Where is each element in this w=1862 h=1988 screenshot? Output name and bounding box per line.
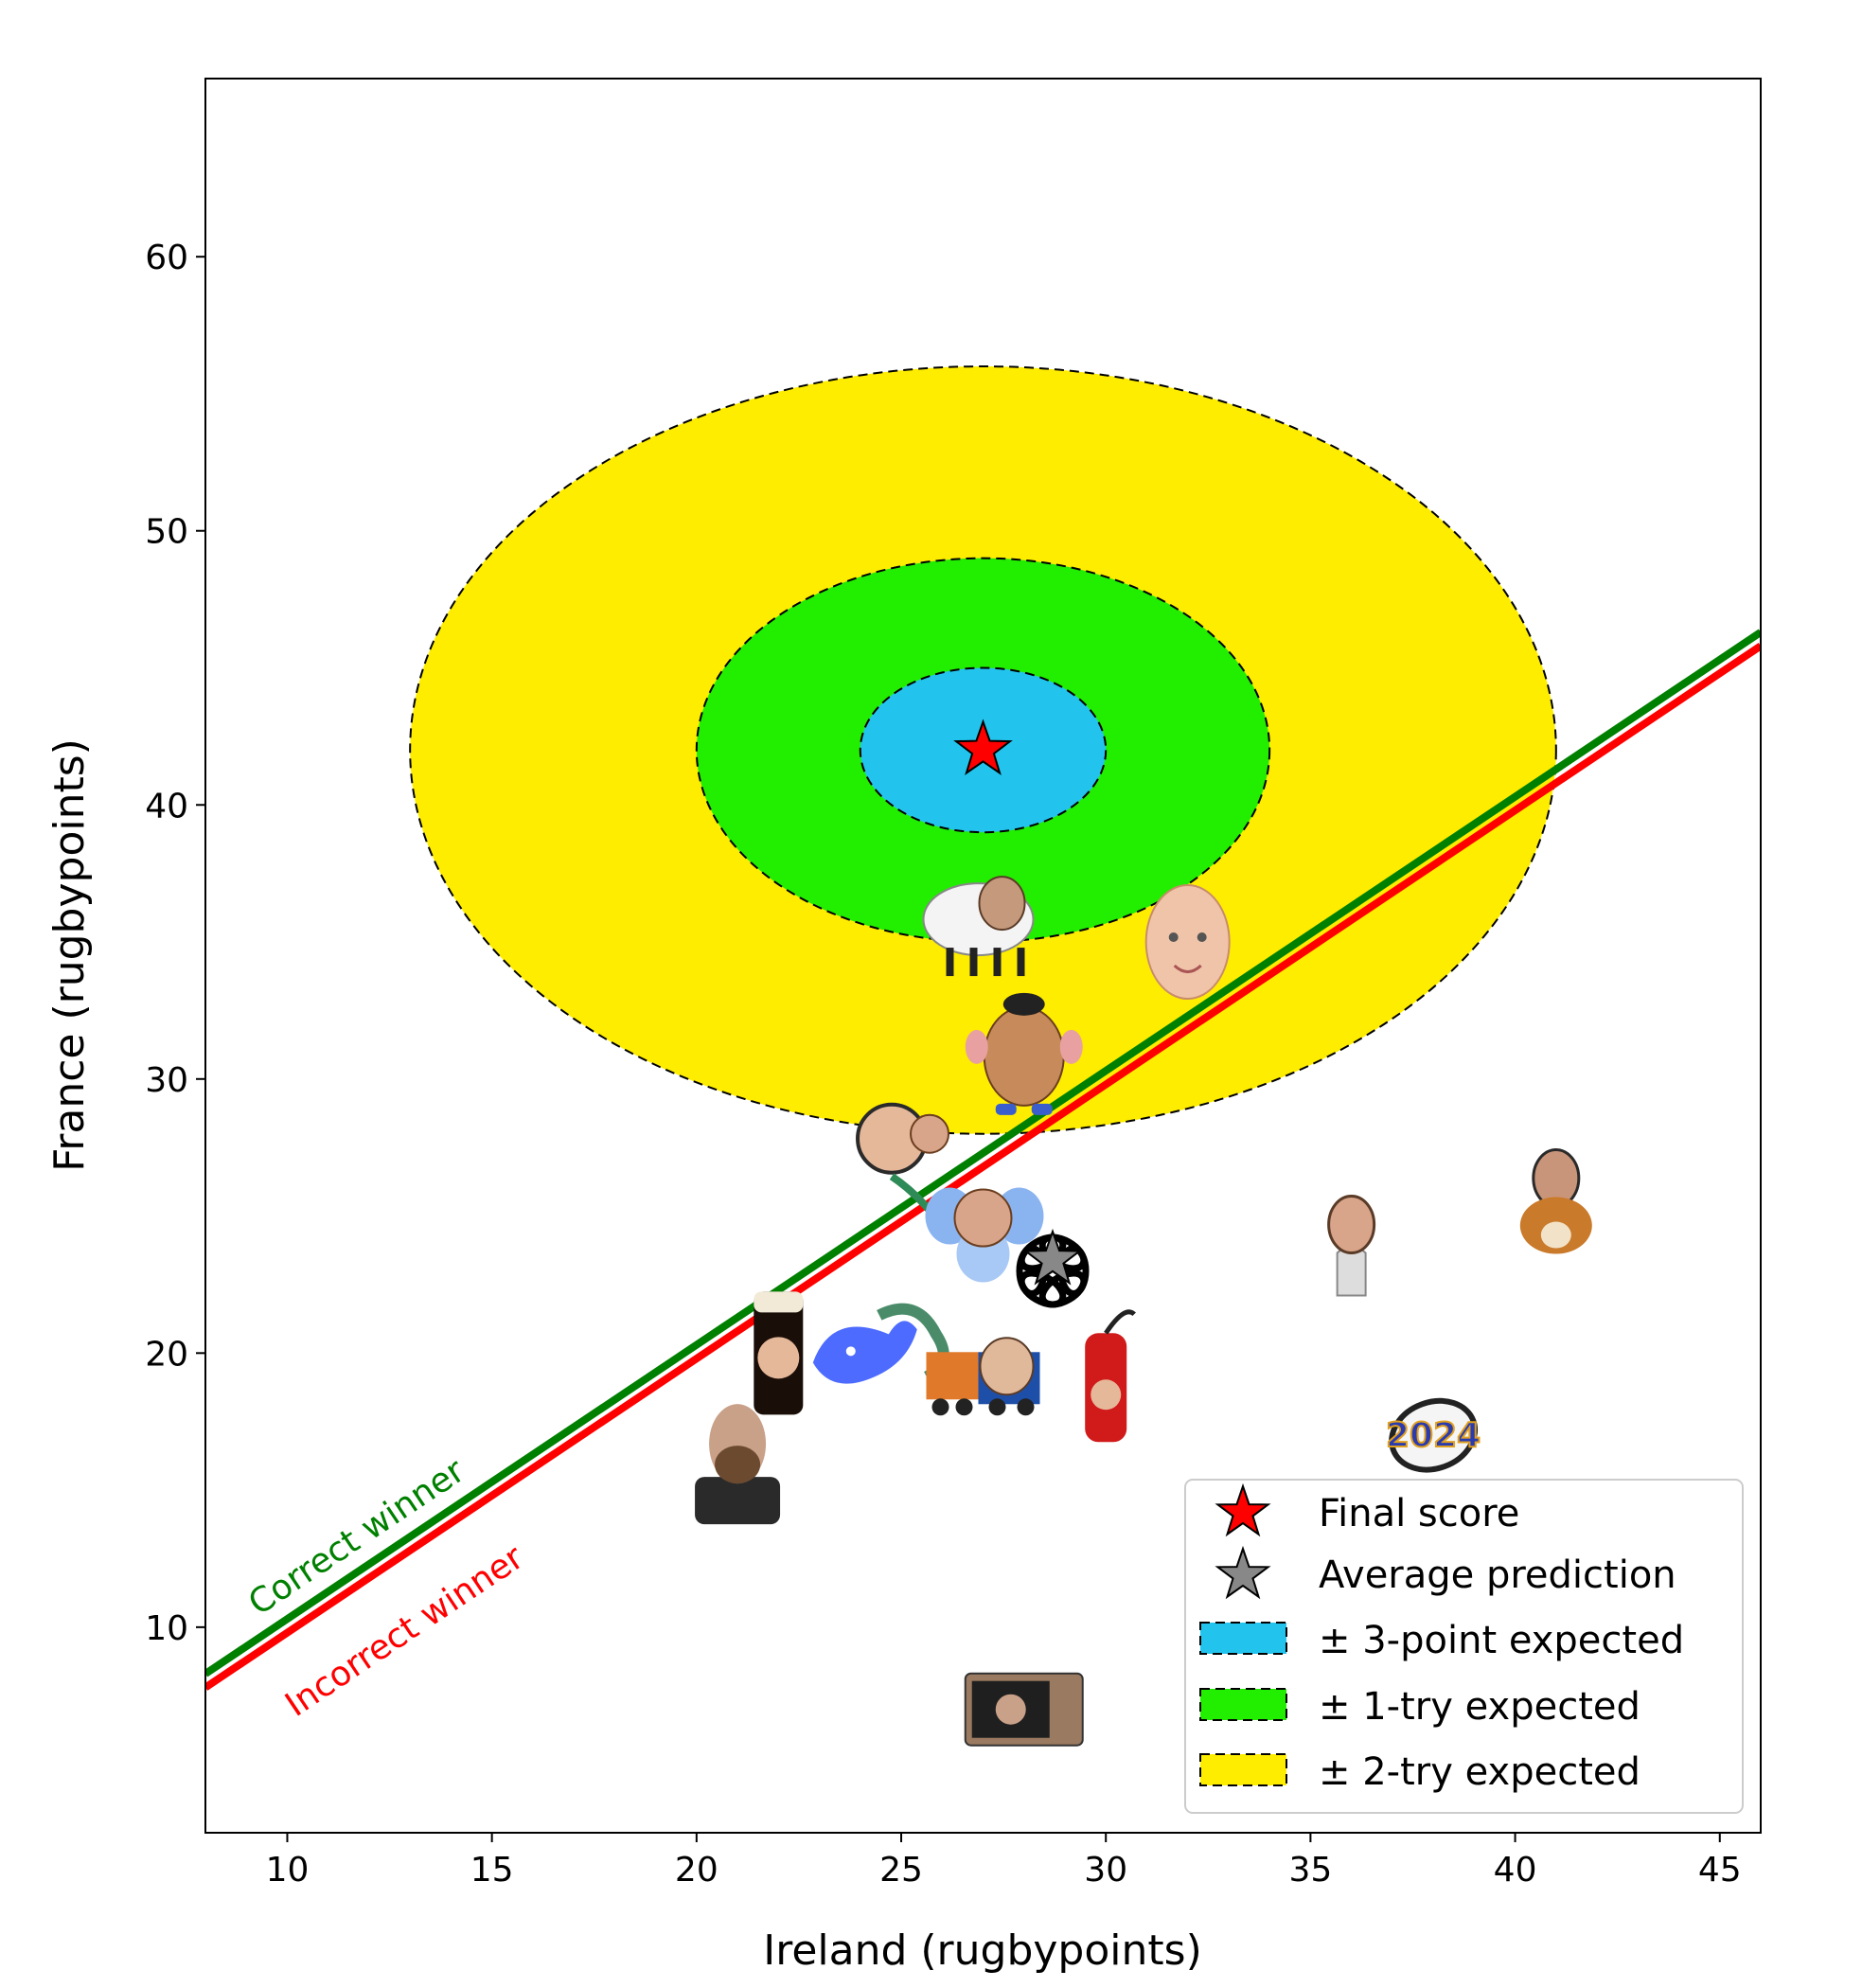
legend-three-point-label: ± 3-point expected: [1319, 1619, 1684, 1662]
legend-two-try-patch: [1199, 1753, 1287, 1786]
y-axis-label: France (rugbypoints): [45, 738, 94, 1172]
winner-lines: [205, 629, 1761, 1691]
x-tick-label: 30: [1084, 1851, 1127, 1890]
x-tick-label: 25: [879, 1851, 923, 1890]
incorrect-winner-line: [205, 643, 1761, 1691]
legend-final-star-shape: [1215, 1482, 1271, 1537]
sheep-face-icon: [922, 876, 1035, 977]
y-axis-ticks: 10 20 30 40 50 60: [145, 239, 205, 1648]
x-tick-label: 40: [1494, 1851, 1537, 1890]
legend-average-star-shape: [1215, 1545, 1271, 1600]
elephant-face-icon: [925, 1187, 1044, 1283]
legend-average-prediction-star-icon: [1215, 1545, 1271, 1600]
plot-frame: [204, 78, 1762, 1834]
star-markers: [953, 719, 1083, 1286]
correct-winner-line: [205, 629, 1761, 1677]
truck-face-icon: [926, 1337, 1040, 1416]
legend-box: [1184, 1479, 1744, 1814]
ghost-face-icon: [1327, 1195, 1376, 1297]
average-prediction-star-icon: [1022, 1228, 1083, 1286]
x-axis-ticks: 10 15 20 25 30 35 40 45: [266, 1833, 1742, 1890]
legend-one-try-patch: [1199, 1688, 1287, 1721]
x-axis-label: Ireland (rugbypoints): [763, 1926, 1202, 1975]
extinguisher-face-icon: [1085, 1309, 1136, 1443]
legend-two-try-label: ± 2-try expected: [1319, 1750, 1640, 1794]
x-tick-label: 35: [1288, 1851, 1332, 1890]
bearded-face-icon: [695, 1404, 781, 1525]
y-tick-label: 40: [145, 787, 188, 825]
baby-face-icon: [1144, 884, 1231, 1001]
rugby-ball-2024-label: 2024: [1386, 1416, 1481, 1455]
y-tick-label: 50: [145, 513, 188, 552]
prediction-markers: 2024: [695, 876, 1592, 1747]
legend: Final score Average prediction ± 3-point…: [1184, 1479, 1744, 1814]
dog-face-icon: [1519, 1148, 1592, 1254]
x-tick-label: 10: [266, 1851, 310, 1890]
legend-average-prediction-label: Average prediction: [1319, 1553, 1676, 1597]
x-tick-label: 20: [675, 1851, 718, 1890]
x-tick-label: 45: [1698, 1851, 1742, 1890]
microwave-face-icon: [964, 1672, 1084, 1747]
final-score-star-icon: [953, 719, 1013, 776]
guinness-face-icon: [754, 1291, 804, 1415]
legend-one-try-label: ± 1-try expected: [1319, 1685, 1640, 1729]
y-tick-label: 10: [145, 1609, 188, 1648]
y-tick-label: 60: [145, 239, 188, 277]
legend-final-score-star-icon: [1215, 1482, 1271, 1537]
y-tick-label: 30: [145, 1061, 188, 1100]
rugby-ball-2024-icon: 2024: [1385, 1397, 1481, 1473]
x-tick-label: 15: [470, 1851, 514, 1890]
legend-three-point-patch: [1199, 1622, 1287, 1655]
potato-head-face-icon: [965, 992, 1083, 1115]
y-tick-label: 20: [145, 1335, 188, 1374]
legend-final-score-label: Final score: [1319, 1492, 1519, 1535]
